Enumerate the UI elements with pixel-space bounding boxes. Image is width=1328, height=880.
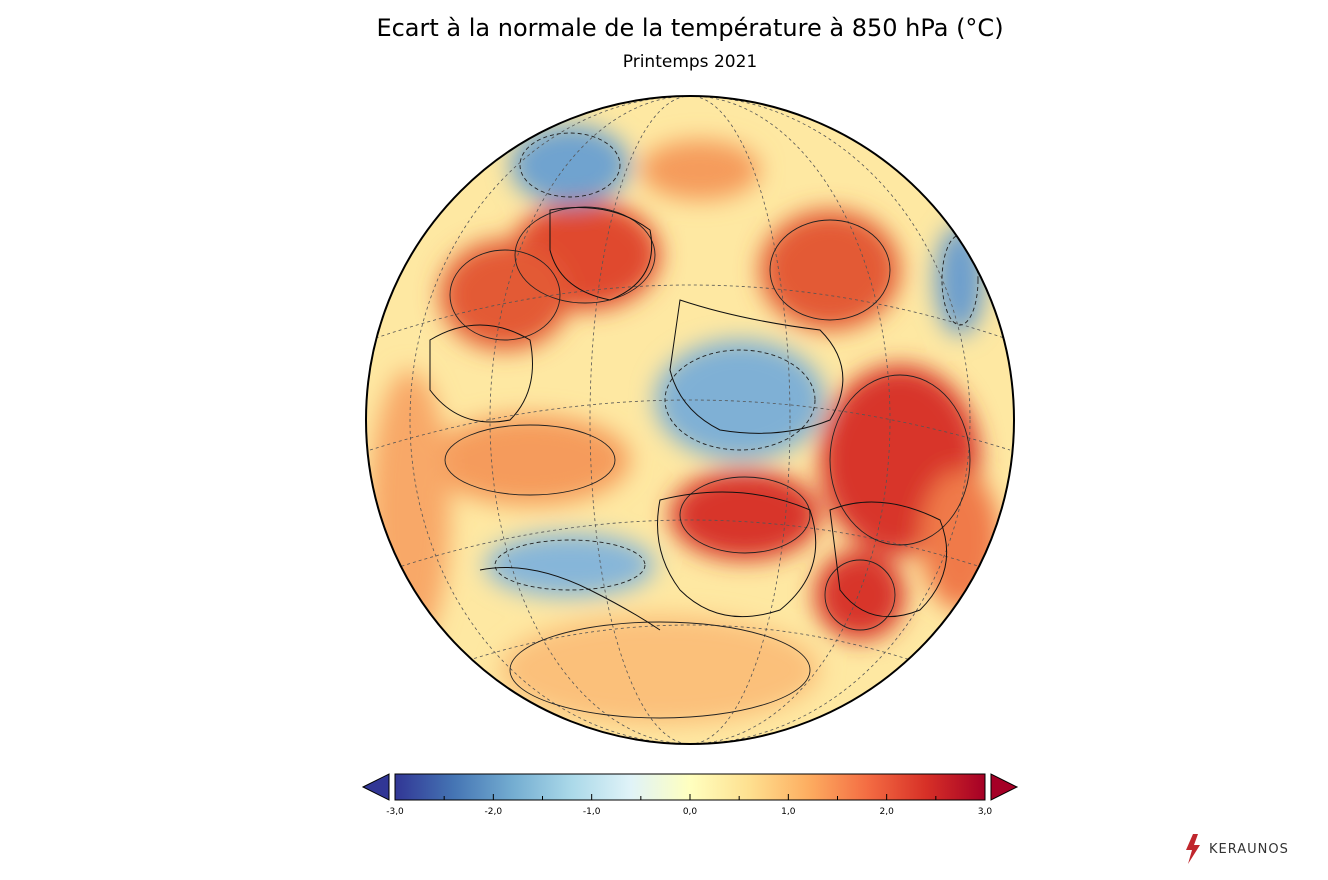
globe-outline — [365, 95, 1015, 745]
lightning-bolt-icon — [1186, 834, 1200, 864]
anomaly-europe-cold — [655, 340, 825, 460]
anomaly-russia-warm — [760, 210, 900, 330]
anomaly-subtropical-cold — [485, 533, 655, 597]
colorbar-tick-label: -3,0 — [386, 807, 404, 817]
anomaly-pacific-warm — [920, 470, 1000, 610]
graticule — [369, 96, 1011, 744]
anomaly-west-warm — [370, 370, 450, 650]
colorbar-tick-label: 0,0 — [683, 807, 698, 817]
colorbar-ticks: -3,0 -2,0 -1,0 0,0 1,0 2,0 3,0 — [386, 794, 992, 817]
colorbar-tick-label: 3,0 — [978, 807, 993, 817]
logo-text: KERAUNOS — [1209, 842, 1289, 857]
contour-lines — [444, 206, 971, 719]
colorbar: -3,0 -2,0 -1,0 0,0 1,0 2,0 3,0 — [361, 773, 1019, 817]
anomaly-globe-map — [365, 95, 1015, 745]
colorbar-tick-label: -2,0 — [485, 807, 503, 817]
anomaly-india-warm — [815, 550, 905, 640]
keraunos-logo: KERAUNOS — [1183, 834, 1313, 864]
anomaly-arctic-cold — [510, 125, 630, 205]
anomaly-atlantic-warm — [430, 415, 630, 505]
map-subtitle: Printemps 2021 — [622, 52, 758, 72]
anomaly-canada-north-warm — [640, 140, 760, 200]
colorbar-max-arrow — [990, 773, 1019, 801]
anomaly-sahara-warm — [670, 470, 820, 560]
colorbar-tick-label: 2,0 — [880, 807, 895, 817]
colorbar-tick-label: -1,0 — [583, 807, 601, 817]
colorbar-min-arrow — [361, 773, 390, 801]
anomaly-south-warm — [500, 615, 820, 725]
map-title: Ecart à la normale de la température à 8… — [376, 14, 1004, 42]
colorbar-tick-label: 1,0 — [781, 807, 796, 817]
anomaly-labrador-warm — [440, 240, 570, 350]
coastlines — [429, 207, 948, 631]
